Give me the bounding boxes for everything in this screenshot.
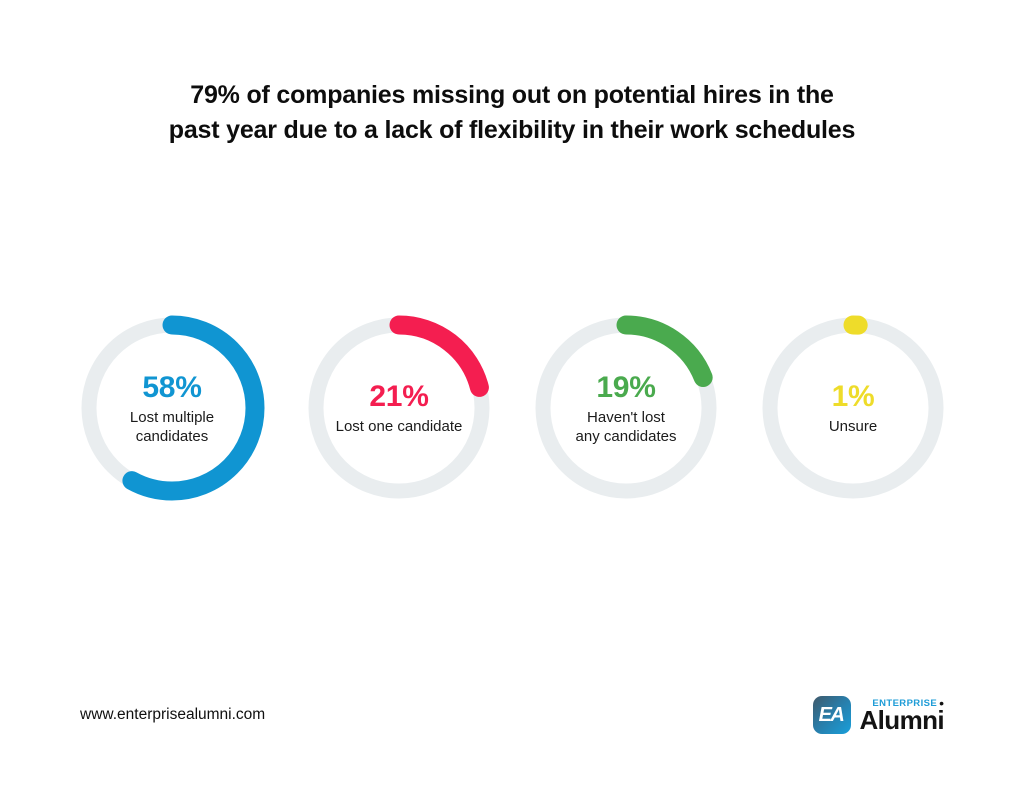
donut-ring bbox=[79, 315, 265, 501]
donut-ring bbox=[760, 315, 946, 501]
donut-center-text: 58% Lost multiple candidates bbox=[77, 313, 267, 503]
donut-value: 19% bbox=[596, 370, 656, 404]
logo-enterprise-label: ENTERPRISE bbox=[872, 697, 938, 709]
donut-value: 1% bbox=[831, 380, 875, 413]
logo-top-line: ENTERPRISE • bbox=[859, 695, 944, 711]
donut-chart: 21% Lost one candidate bbox=[304, 313, 494, 503]
donut-row: 58% Lost multiple candidates 21% Lost one ca… bbox=[0, 313, 1024, 503]
page-title: 79% of companies missing out on potentia… bbox=[168, 81, 856, 144]
donut-chart: 58% Lost multiple candidates bbox=[77, 313, 267, 503]
donut-label: Lost multiple candidates bbox=[129, 408, 215, 445]
logo-dot-icon: • bbox=[939, 695, 944, 711]
donut-label: Haven't lost any candidates bbox=[575, 408, 677, 445]
donut-value: 58% bbox=[142, 370, 202, 404]
donut-center-text: 19% Haven't lost any candidates bbox=[531, 313, 721, 503]
logo-text: ENTERPRISE • Alumni bbox=[859, 695, 944, 735]
ea-logo-badge-icon: EA bbox=[813, 696, 852, 734]
donut-chart: 1% Unsure bbox=[758, 313, 948, 503]
donut-center-text: 21% Lost one candidate bbox=[304, 313, 494, 503]
donut-ring bbox=[533, 315, 719, 501]
footer: www.enterprisealumni.com EA ENTERPRISE •… bbox=[0, 696, 1024, 734]
logo-alumni-label: Alumni bbox=[859, 704, 944, 735]
donut-label: Lost one candidate bbox=[335, 418, 463, 435]
donut-label: Unsure bbox=[828, 418, 878, 435]
enterprise-alumni-logo: EA ENTERPRISE • Alumni bbox=[813, 695, 945, 735]
donut-chart: 19% Haven't lost any candidates bbox=[531, 313, 721, 503]
donut-center-text: 1% Unsure bbox=[758, 313, 948, 503]
website-url: www.enterprisealumni.com bbox=[80, 706, 266, 723]
donut-ring bbox=[306, 315, 492, 501]
donut-value: 21% bbox=[369, 380, 429, 413]
